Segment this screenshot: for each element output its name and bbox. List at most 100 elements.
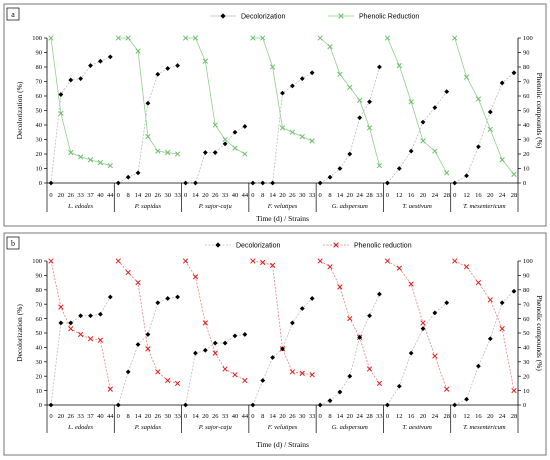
x-tick-label: 26 xyxy=(212,413,219,420)
legend-phenolic-marker xyxy=(338,13,344,19)
decolorization-point xyxy=(107,54,113,60)
decolorization-point xyxy=(487,336,493,342)
decolorization-point xyxy=(58,92,64,97)
decolorization-point xyxy=(98,58,103,64)
phenolic-point xyxy=(222,136,228,143)
decolorization-point xyxy=(48,180,54,186)
phenolic-point xyxy=(145,133,151,140)
panel-frame xyxy=(3,232,547,456)
decolorization-line xyxy=(387,91,448,184)
phenolic-point xyxy=(107,386,113,392)
phenolic-point xyxy=(327,264,333,270)
phenolic-point xyxy=(269,64,276,70)
strain-label: T. mesentericum xyxy=(463,203,506,210)
strain-label: T. mesentericum xyxy=(463,424,506,431)
x-tick-label: 40 xyxy=(232,192,239,199)
y-tick-label-left: 60 xyxy=(36,316,43,323)
phenolic-point xyxy=(499,326,505,332)
y-axis-title-left: Decolorization (%) xyxy=(15,81,24,139)
decolorization-point xyxy=(145,100,151,106)
x-tick-label: 14 xyxy=(135,192,142,199)
decolorization-point xyxy=(357,115,363,121)
series-phenolic-6 xyxy=(452,35,517,177)
y-axis-title-right: Phenolic compounds (%) xyxy=(535,73,544,149)
y-tick-label-left: 70 xyxy=(36,301,43,308)
phenolic-point xyxy=(376,162,383,169)
decolorization-point xyxy=(260,180,266,186)
x-tick-label: 0 xyxy=(184,192,187,199)
phenolic-point xyxy=(242,151,248,157)
strain-label: P. sapidus xyxy=(134,203,162,210)
decolorization-point xyxy=(317,402,323,408)
phenolic-point xyxy=(115,35,121,41)
x-tick-label: 33 xyxy=(376,192,383,199)
phenolic-point xyxy=(487,297,493,303)
y-tick-label-right: 0 xyxy=(523,402,526,409)
decolorization-point xyxy=(432,310,438,316)
x-tick-label: 44 xyxy=(107,413,114,420)
y-tick-label-left: 90 xyxy=(36,50,43,57)
decolorization-point xyxy=(385,402,390,408)
x-tick-label: 33 xyxy=(222,192,229,199)
decolorization-point xyxy=(476,144,481,150)
x-axis-title: Time (d) / Strains xyxy=(256,440,309,449)
y-tick-label-left: 20 xyxy=(36,373,43,380)
y-tick-label-left: 90 xyxy=(36,273,43,280)
decolorization-point xyxy=(115,180,121,186)
series-decolorization-5 xyxy=(385,89,450,186)
phenolic-point xyxy=(463,264,470,270)
y-tick-label-right: 10 xyxy=(523,166,530,173)
phenolic-point xyxy=(487,126,493,133)
series-phenolic-6 xyxy=(452,258,517,394)
series-decolorization-3 xyxy=(250,296,315,408)
x-tick-label: 8 xyxy=(328,413,331,420)
decolorization-point xyxy=(511,70,517,76)
decolorization-point xyxy=(260,378,266,383)
decolorization-point xyxy=(337,166,343,171)
decolorization-point xyxy=(175,294,180,300)
x-tick-label: 16 xyxy=(408,192,415,199)
y-tick-label-right: 40 xyxy=(523,345,530,352)
strain-label: L. edodes xyxy=(67,203,93,210)
decolorization-point xyxy=(452,180,458,186)
phenolic-point xyxy=(432,353,438,359)
x-tick-label: 37 xyxy=(87,192,94,199)
x-tick-label: 14 xyxy=(337,192,344,199)
legend-decolor-label: Decolorization xyxy=(236,243,280,250)
decolorization-point xyxy=(511,288,517,294)
decolorization-point xyxy=(289,320,295,326)
y-tick-label-left: 40 xyxy=(36,345,43,352)
x-tick-label: 8 xyxy=(328,192,331,199)
decolorization-point xyxy=(317,180,323,186)
x-tick-label: 20 xyxy=(202,413,209,420)
x-tick-label: 20 xyxy=(347,192,354,199)
phenolic-point xyxy=(182,35,189,41)
panel-label: a xyxy=(11,10,15,19)
x-tick-label: 0 xyxy=(117,413,120,420)
y-tick-label-right: 80 xyxy=(523,287,530,294)
panel-label-box xyxy=(6,7,20,21)
y-tick-label-right: 80 xyxy=(523,64,530,71)
phenolic-point xyxy=(347,84,353,90)
phenolic-point xyxy=(260,259,266,266)
x-tick-label: 20 xyxy=(145,413,152,420)
phenolic-point xyxy=(420,320,426,326)
x-tick-label: 14 xyxy=(269,192,276,199)
phenolic-point xyxy=(165,149,171,156)
phenolic-line xyxy=(387,260,448,390)
decolorization-point xyxy=(98,311,103,317)
x-tick-label: 0 xyxy=(251,413,254,420)
phenolic-point xyxy=(145,346,151,352)
decolorization-point xyxy=(476,363,481,369)
series-decolorization-4 xyxy=(317,64,382,186)
phenolic-point xyxy=(317,35,323,41)
x-tick-label: 0 xyxy=(453,413,456,420)
phenolic-point xyxy=(250,258,256,264)
series-decolorization-6 xyxy=(452,288,517,408)
decolorization-point xyxy=(309,296,315,301)
y-tick-label-right: 50 xyxy=(523,108,530,115)
y-tick-label-left: 60 xyxy=(36,93,43,100)
decolorization-point xyxy=(377,291,382,297)
decolorization-point xyxy=(464,173,469,179)
